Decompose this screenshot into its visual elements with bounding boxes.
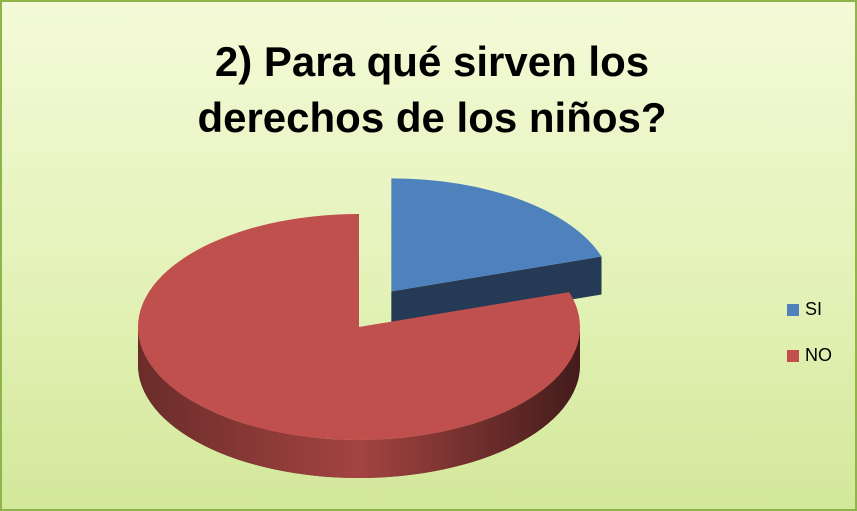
legend-swatch [787,304,799,316]
pie-side [391,256,602,330]
legend-label: NO [805,345,832,365]
chart-title: 2) Para qué sirven los derechos de los n… [197,38,667,141]
pie-slice [391,178,602,292]
pie-slice [137,214,580,440]
legend-label: SI [805,299,822,319]
legend-swatch [787,350,799,362]
pie-side [138,327,580,478]
